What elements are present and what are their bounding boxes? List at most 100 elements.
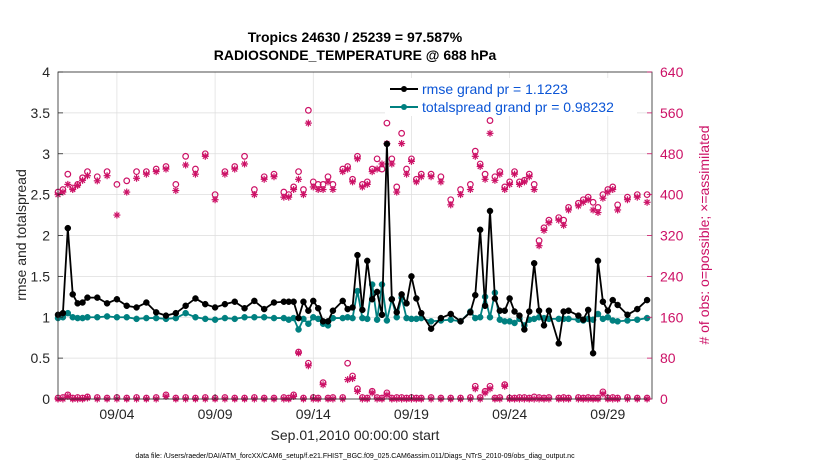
rmse-point [368, 296, 376, 303]
rmse-point [64, 224, 72, 232]
obs-possible-marker [295, 168, 302, 176]
rmse-point [314, 305, 322, 312]
y-left-tick-label: 2.5 [31, 187, 51, 203]
spread-point [624, 317, 631, 324]
rmse-point [491, 295, 499, 302]
obs-assimilated-marker [221, 170, 229, 178]
obs-assimilated-marker [211, 196, 219, 204]
y-left-tick-label: 4 [42, 64, 50, 80]
y-left-tick-label: 2 [42, 228, 50, 244]
spread-point [643, 314, 651, 322]
obs-low-assimilated-marker [353, 387, 361, 395]
obs-assimilated-marker [388, 160, 396, 168]
obs-assimilated-marker [560, 221, 568, 229]
rmse-point [427, 325, 435, 332]
obs-assimilated-marker [93, 177, 101, 185]
x-axis: 09/04 09/09 09/14 09/19 09/24 09/29 [99, 394, 626, 422]
x-tick-label: 09/04 [99, 406, 134, 422]
obs-assimilated-marker [407, 157, 415, 165]
rmse-point [162, 312, 170, 319]
y-axis-right: 0 80 160 240 320 400 480 560 640 [647, 64, 684, 407]
rmse-point [59, 309, 67, 317]
legend-spread-label: totalspread grand pr = 0.98232 [422, 99, 614, 115]
rmse-point [609, 296, 616, 304]
spread-point [251, 314, 258, 321]
rmse-point [133, 304, 140, 311]
rmse-point [614, 301, 621, 309]
spread-point [84, 314, 91, 321]
rmse-point [123, 302, 130, 310]
obs-assimilated-marker [486, 129, 494, 137]
rmse-point [467, 309, 474, 316]
rmse-point [295, 314, 302, 322]
spread-point [143, 314, 150, 322]
obs-assimilated-marker [353, 155, 361, 163]
obs-assimilated-marker [555, 216, 563, 224]
obs-assimilated-marker [427, 173, 435, 181]
rmse-point [270, 299, 278, 306]
y-right-tick-label: 160 [660, 309, 684, 325]
obs-assimilated-marker [329, 186, 337, 194]
obs-assimilated-marker [515, 180, 523, 188]
rmse-point [329, 307, 337, 314]
rmse-point [152, 309, 160, 316]
obs-assimilated-marker [260, 175, 268, 183]
obs-assimilated-marker [83, 172, 91, 180]
rmse-point [300, 298, 307, 305]
obs-count-markers [54, 106, 651, 403]
obs-assimilated-marker [520, 178, 528, 186]
rmse-point [393, 309, 400, 316]
x-tick-label: 09/19 [394, 406, 429, 422]
obs-assimilated-marker [191, 170, 199, 178]
rmse-point [260, 305, 268, 313]
spread-point [182, 309, 189, 317]
obs-assimilated-marker [417, 173, 425, 181]
rmse-point [172, 309, 180, 317]
obs-assimilated-marker [349, 178, 357, 186]
obs-assimilated-marker [466, 186, 474, 194]
spread-point [202, 315, 209, 323]
rmse-point [383, 140, 391, 148]
obs-possible-marker [64, 170, 72, 178]
obs-assimilated-marker [437, 178, 445, 186]
footer-data-file: data file: /Users/raeder/DAI/ATM_forcXX/… [135, 453, 575, 460]
obs-low-assimilated-marker [319, 381, 327, 389]
rmse-point [113, 296, 121, 303]
rmse-point [540, 322, 548, 329]
obs-low-assimilated-marker [349, 375, 357, 383]
obs-assimilated-marker [250, 191, 258, 199]
rmse-point [599, 298, 607, 305]
y-left-tick-label: 3.5 [31, 105, 51, 121]
spread-point [305, 320, 312, 328]
obs-assimilated-marker [589, 206, 597, 214]
rmse-point [182, 302, 189, 310]
rmse-point [373, 288, 381, 296]
spread-point [373, 316, 381, 323]
obs-assimilated-marker [501, 186, 509, 194]
y-right-tick-label: 320 [660, 228, 684, 244]
obs-low-possible-marker [344, 359, 352, 367]
obs-assimilated-marker [172, 187, 180, 195]
obs-assimilated-marker [79, 176, 87, 184]
rmse-point [408, 273, 415, 280]
obs-assimilated-marker [378, 160, 386, 168]
rmse-point [388, 296, 396, 303]
rmse-point [305, 307, 312, 314]
rmse-point [192, 295, 199, 302]
obs-assimilated-marker [270, 173, 278, 181]
rmse-point [103, 300, 111, 307]
obs-assimilated-marker [393, 188, 401, 196]
spread-point [113, 314, 121, 321]
spread-point [133, 315, 140, 323]
rmse-point [290, 298, 297, 305]
rmse-point [580, 316, 587, 323]
rmse-point [251, 297, 258, 305]
rmse-point [535, 307, 543, 314]
obs-assimilated-marker [633, 193, 641, 201]
obs-assimilated-marker [290, 186, 298, 194]
obs-low-assimilated-marker [481, 389, 489, 397]
obs-assimilated-marker [496, 170, 504, 178]
obs-assimilated-marker [123, 188, 131, 196]
rmse-point [447, 310, 454, 318]
obs-assimilated-marker [299, 191, 307, 199]
